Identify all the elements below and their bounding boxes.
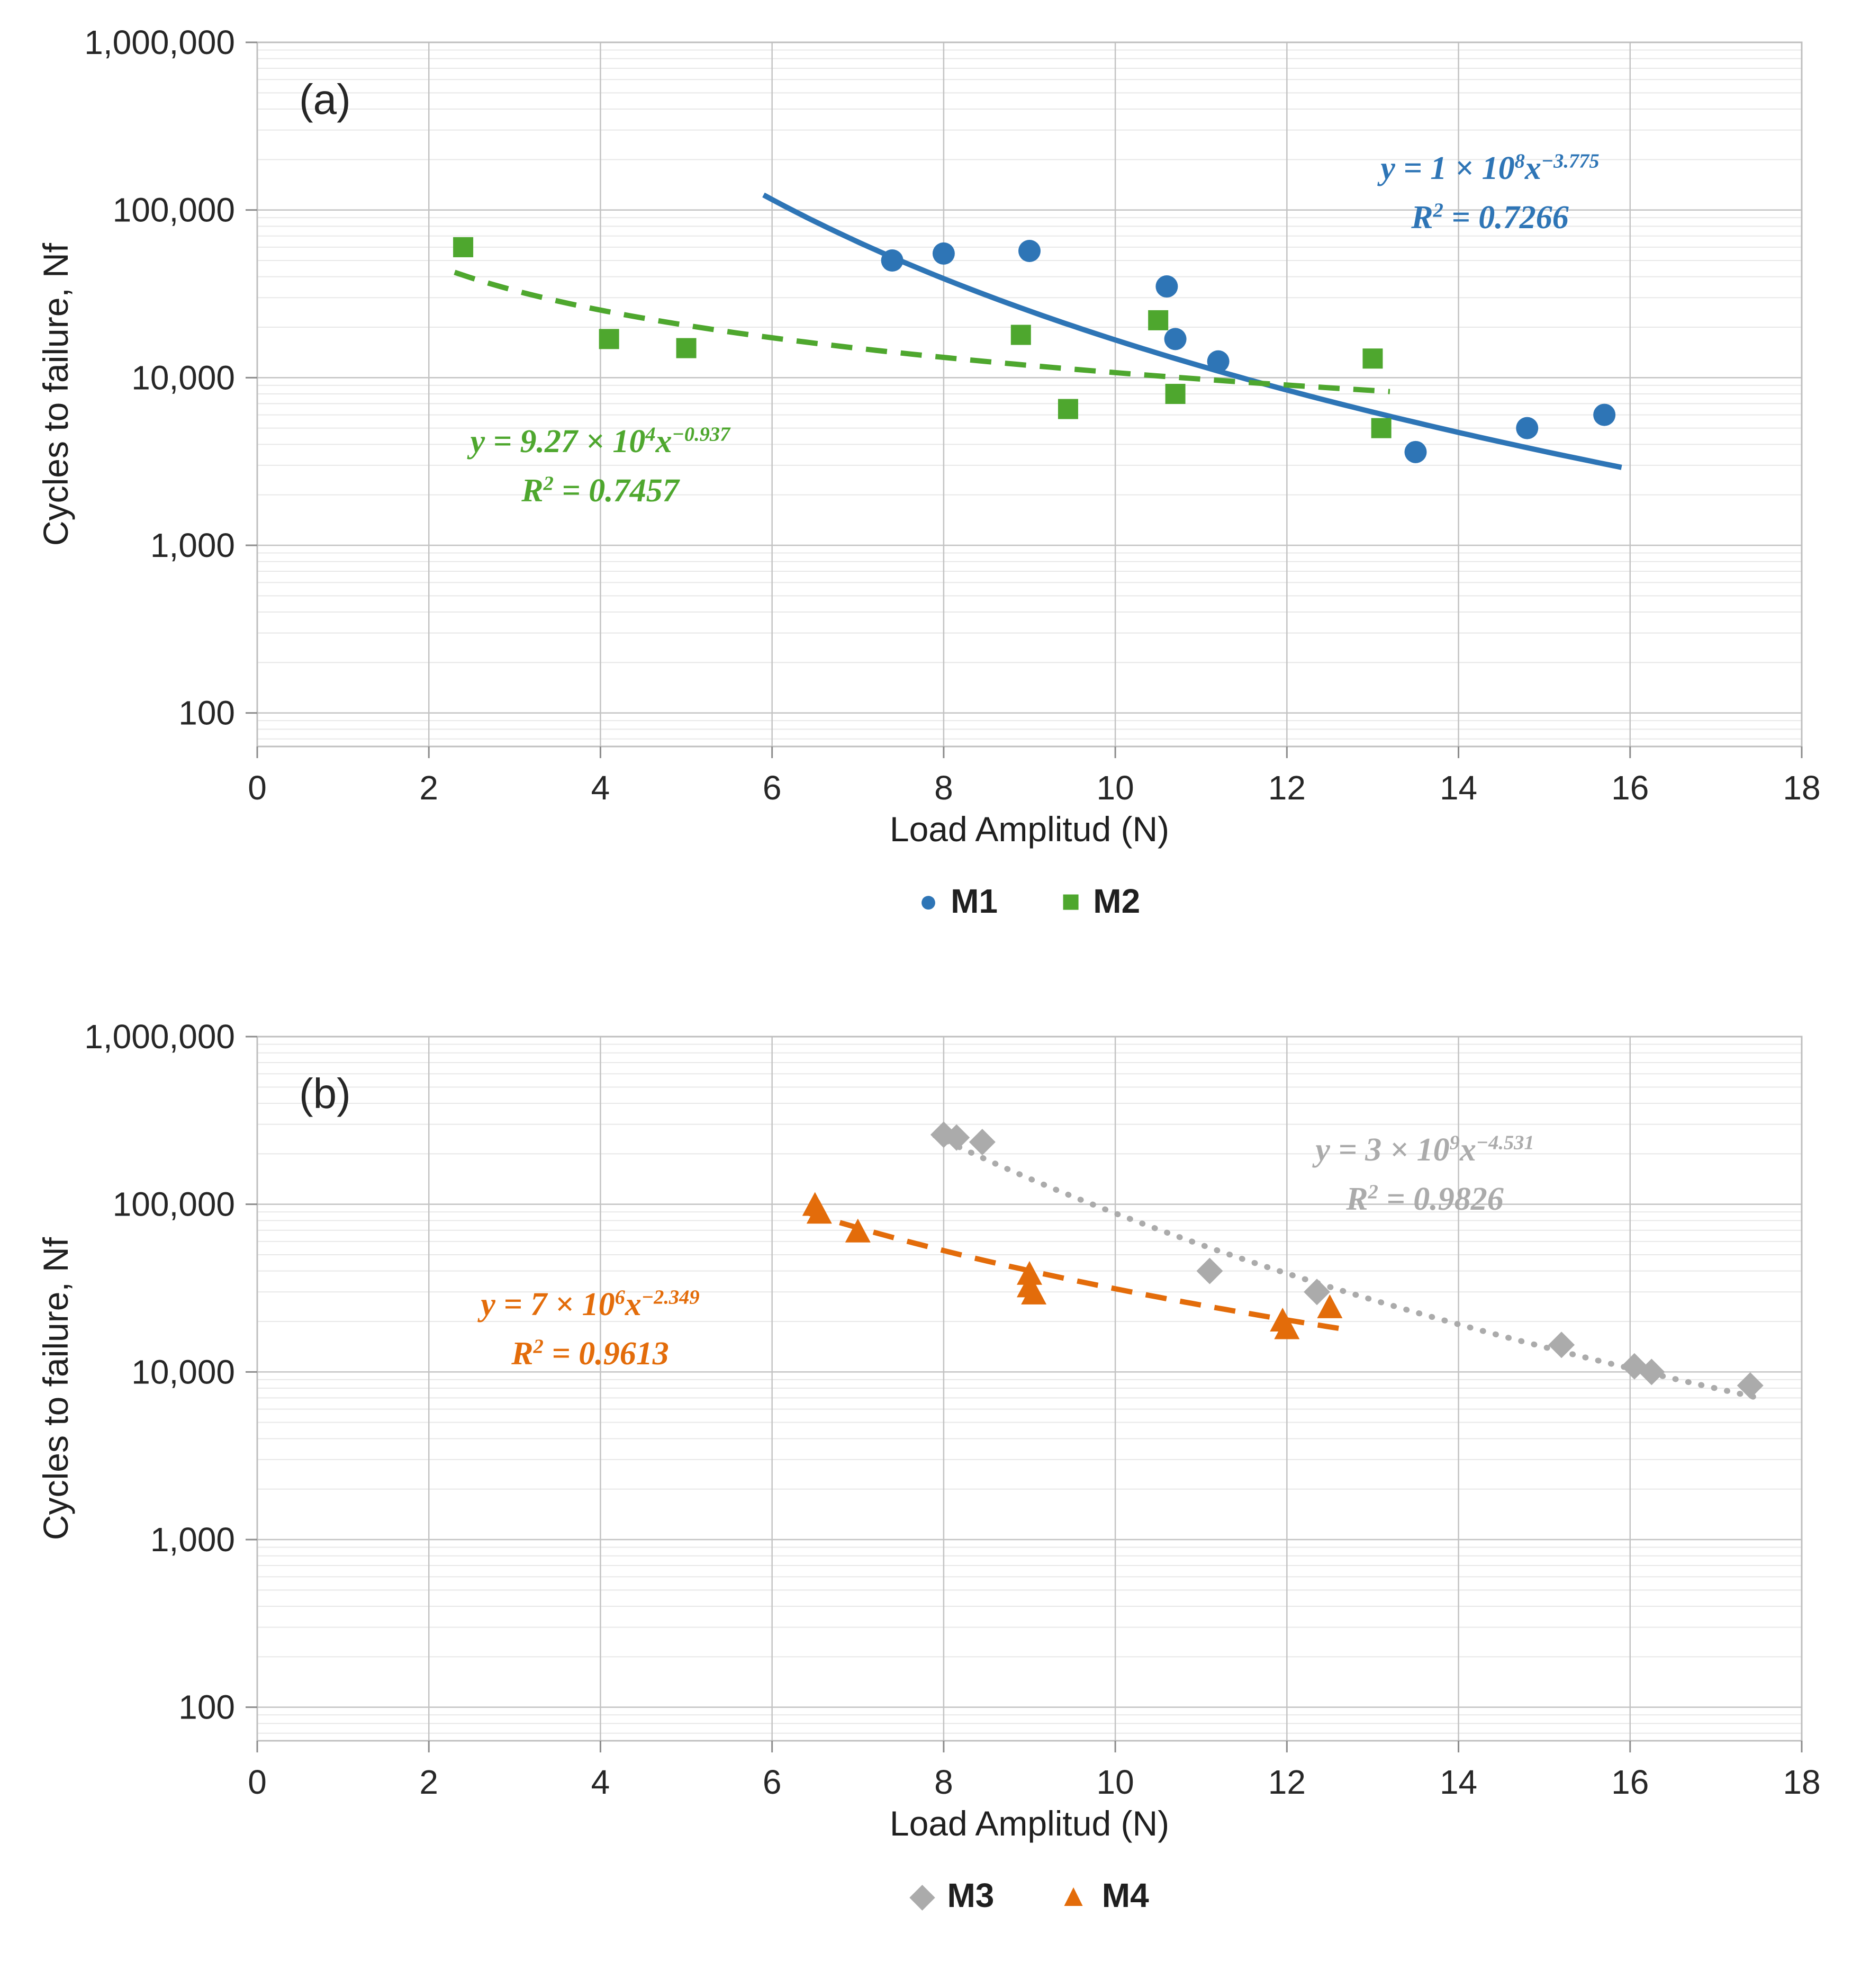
svg-text:10: 10 [1097, 1763, 1134, 1801]
svg-text:2: 2 [419, 1763, 438, 1801]
r-squared-line-m2: R2 = 0.7457 [521, 472, 679, 509]
trendline-equation-m3: y = 3 × 109x−4.531 R2 = 0.9826 [1315, 1126, 1534, 1224]
svg-text:2: 2 [419, 769, 438, 807]
y-axis-title-b: Cycles to failure, Nf [36, 1237, 75, 1541]
svg-text:100,000: 100,000 [113, 191, 235, 229]
svg-text:100,000: 100,000 [113, 1185, 235, 1224]
svg-text:16: 16 [1611, 1763, 1649, 1801]
m3-diamond-marker-icon: ◆ [910, 1877, 935, 1913]
svg-text:1,000: 1,000 [150, 526, 235, 564]
legend-label-m3: M3 [947, 1876, 995, 1914]
legend-item-m3: ◆ M3 [910, 1876, 994, 1915]
svg-text:10,000: 10,000 [131, 1353, 235, 1391]
equation-line-m1: y = 1 × 108x−3.775 [1380, 150, 1600, 186]
trendline-equation-m4: y = 7 × 106x−2.349 R2 = 0.9613 [481, 1280, 699, 1379]
legend-label-m1: M1 [951, 882, 998, 920]
svg-text:12: 12 [1268, 769, 1306, 807]
svg-text:8: 8 [934, 769, 953, 807]
svg-text:4: 4 [591, 769, 610, 807]
chart-b-plot-canvas: 0 2 4 6 8 10 12 14 16 18 100 1,000 10,000 100,000 1,00… [84, 1018, 1820, 1801]
m1-circle-marker-icon: ● [918, 883, 938, 919]
svg-text:6: 6 [763, 1763, 782, 1801]
svg-text:14: 14 [1440, 769, 1477, 807]
svg-text:12: 12 [1268, 1763, 1306, 1801]
r-squared-line-m3: R2 = 0.9826 [1346, 1181, 1504, 1217]
legend-label-m4: M4 [1101, 1876, 1149, 1914]
svg-text:18: 18 [1783, 1763, 1820, 1801]
m4-triangle-marker-icon: ▲ [1058, 1877, 1089, 1913]
svg-text:10,000: 10,000 [131, 358, 235, 397]
svg-text:16: 16 [1611, 769, 1649, 807]
trendline-equation-m2: y = 9.27 × 104x−0.937 R2 = 0.7457 [471, 417, 730, 516]
panel-label-a: (a) [299, 76, 351, 123]
svg-text:18: 18 [1783, 769, 1820, 807]
svg-text:0: 0 [248, 769, 267, 807]
x-axis-title-b: Load Amplitud (N) [889, 1804, 1170, 1843]
svg-text:100: 100 [178, 694, 235, 732]
equation-line-m3: y = 3 × 109x−4.531 [1315, 1131, 1534, 1168]
equation-line-m2: y = 9.27 × 104x−0.937 [470, 423, 730, 460]
svg-text:1,000,000: 1,000,000 [84, 1018, 235, 1056]
x-axis-title-a: Load Amplitud (N) [889, 809, 1170, 849]
svg-text:1,000: 1,000 [150, 1521, 235, 1559]
legend-label-m2: M2 [1093, 882, 1141, 920]
chart-a-plot-canvas: 0 2 4 6 8 10 12 14 16 18 100 1,000 10,000 100,000 1,00… [84, 23, 1820, 807]
legend-item-m1: ● M1 [919, 881, 998, 921]
svg-text:6: 6 [763, 769, 782, 807]
r-squared-line-m1: R2 = 0.7266 [1411, 199, 1569, 236]
chart-panel-a: 0 2 4 6 8 10 12 14 16 18 100 1,000 10,000 100,000 1,00… [36, 23, 1821, 921]
svg-text:8: 8 [934, 1763, 953, 1801]
y-axis-title-a: Cycles to failure, Nf [36, 242, 75, 546]
svg-text:14: 14 [1440, 1763, 1477, 1801]
svg-text:4: 4 [591, 1763, 610, 1801]
trendline-equation-m1: y = 1 × 108x−3.775 R2 = 0.7266 [1380, 144, 1599, 242]
svg-text:1,000,000: 1,000,000 [84, 23, 235, 61]
equation-line-m4: y = 7 × 106x−2.349 [481, 1286, 700, 1323]
legend-b: ◆ M3 ▲ M4 [257, 1876, 1802, 1915]
legend-a: ● M1 ■ M2 [257, 881, 1802, 921]
panel-label-b: (b) [299, 1070, 351, 1117]
svg-text:100: 100 [178, 1688, 235, 1726]
legend-item-m4: ▲ M4 [1058, 1876, 1149, 1915]
r-squared-line-m4: R2 = 0.9613 [511, 1335, 669, 1372]
svg-text:10: 10 [1097, 769, 1134, 807]
legend-item-m2: ■ M2 [1061, 881, 1140, 921]
chart-panel-b: 0 2 4 6 8 10 12 14 16 18 100 1,000 10,000 100,000 1,00… [0, 994, 1861, 1988]
m2-square-marker-icon: ■ [1061, 883, 1081, 919]
svg-text:0: 0 [248, 1763, 267, 1801]
